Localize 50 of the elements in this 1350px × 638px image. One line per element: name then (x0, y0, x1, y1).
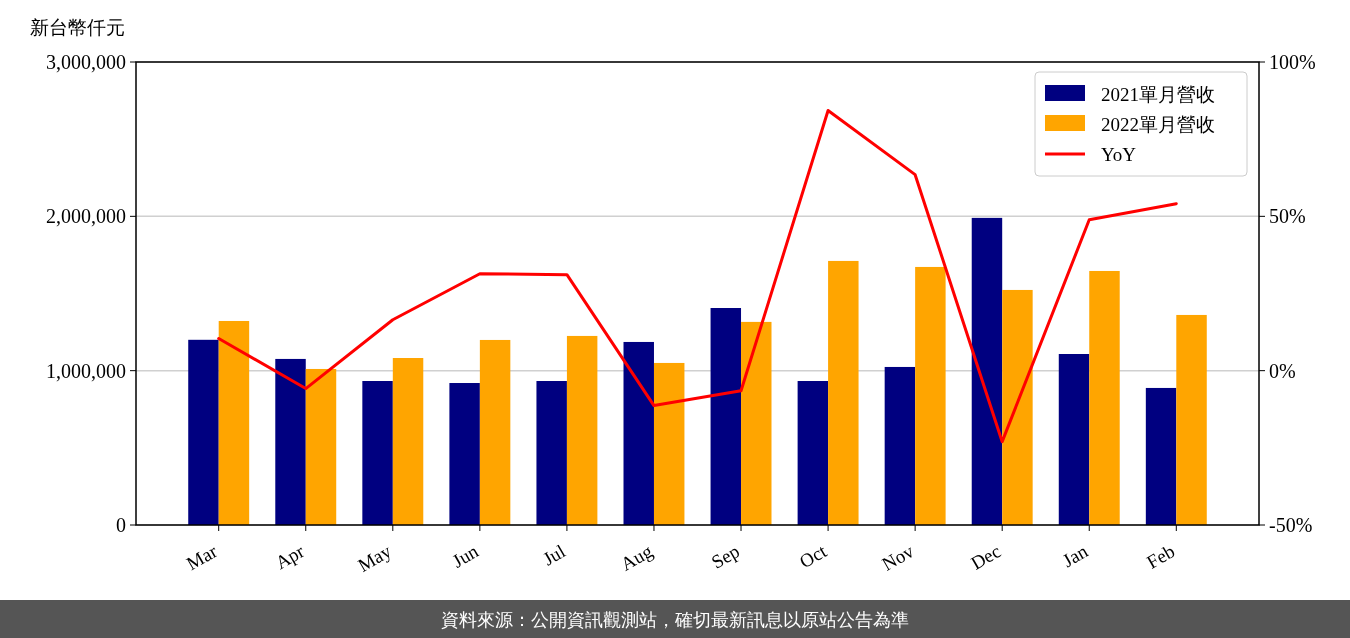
x-tick-label: Jan (1058, 540, 1092, 572)
bar (971, 217, 1003, 525)
legend-label: YoY (1101, 144, 1137, 165)
bar (218, 320, 250, 525)
bar (449, 383, 480, 525)
bar (653, 362, 685, 525)
bar (741, 321, 772, 525)
y2-tick-label: 50% (1269, 205, 1306, 228)
bar (566, 335, 598, 525)
line-series (217, 108, 1178, 444)
source-note: 資料來源：公開資訊觀測站，確切最新訊息以原站公告為準 (441, 609, 909, 630)
x-tick-label: Jul (539, 540, 569, 570)
bar (305, 368, 337, 525)
bar (1176, 314, 1207, 525)
y-tick-label: 3,000,000 (46, 51, 126, 73)
y-tick-label: 2,000,000 (46, 205, 126, 228)
bar (536, 381, 567, 525)
y2-tick-label: 0% (1269, 359, 1296, 382)
bar (915, 266, 946, 525)
x-tick-label: Dec (967, 540, 1005, 574)
y-axis-title: 新台幣仟元 (30, 17, 125, 38)
y2-tick-label: 100% (1269, 51, 1316, 73)
y-tick-label: 1,000,000 (46, 359, 126, 382)
bar (1058, 354, 1090, 525)
bar (623, 341, 654, 525)
x-tick-label: Oct (795, 539, 831, 573)
bar (275, 358, 306, 525)
legend-label: 2022單月營收 (1101, 114, 1215, 135)
bar (797, 381, 829, 525)
x-tick-label: May (354, 540, 396, 576)
bar (1002, 289, 1033, 525)
bar (828, 260, 859, 525)
bar (884, 366, 916, 525)
bar (710, 308, 742, 525)
bar (362, 381, 393, 525)
x-tick-label: Apr (271, 539, 309, 574)
x-tick-label: Mar (182, 539, 222, 575)
bar (1089, 270, 1120, 525)
x-tick-label: Aug (617, 540, 657, 575)
bar (1145, 387, 1177, 525)
x-tick-label: Jun (448, 540, 483, 572)
x-tick-label: Sep (707, 540, 744, 573)
bar (479, 339, 511, 525)
bar (188, 339, 219, 525)
x-tick-label: Feb (1143, 540, 1179, 573)
bar (392, 358, 424, 525)
legend-label: 2021單月營收 (1101, 84, 1215, 105)
x-tick-label: Nov (878, 540, 918, 575)
y2-tick-label: -50% (1269, 514, 1313, 536)
y-tick-label: 0 (116, 514, 126, 536)
